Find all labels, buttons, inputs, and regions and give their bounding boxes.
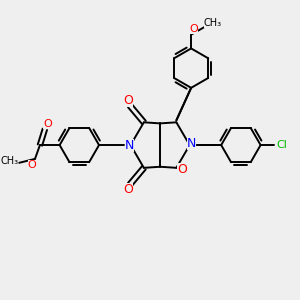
Text: CH₃: CH₃ [0, 156, 19, 166]
Text: N: N [125, 139, 134, 152]
Text: O: O [28, 160, 36, 170]
Text: CH₃: CH₃ [204, 18, 222, 28]
Text: O: O [123, 183, 133, 196]
Text: Cl: Cl [277, 140, 288, 150]
Text: O: O [190, 24, 199, 34]
Text: O: O [123, 94, 133, 107]
Text: O: O [177, 163, 187, 176]
Text: O: O [44, 119, 52, 129]
Text: N: N [187, 136, 196, 150]
